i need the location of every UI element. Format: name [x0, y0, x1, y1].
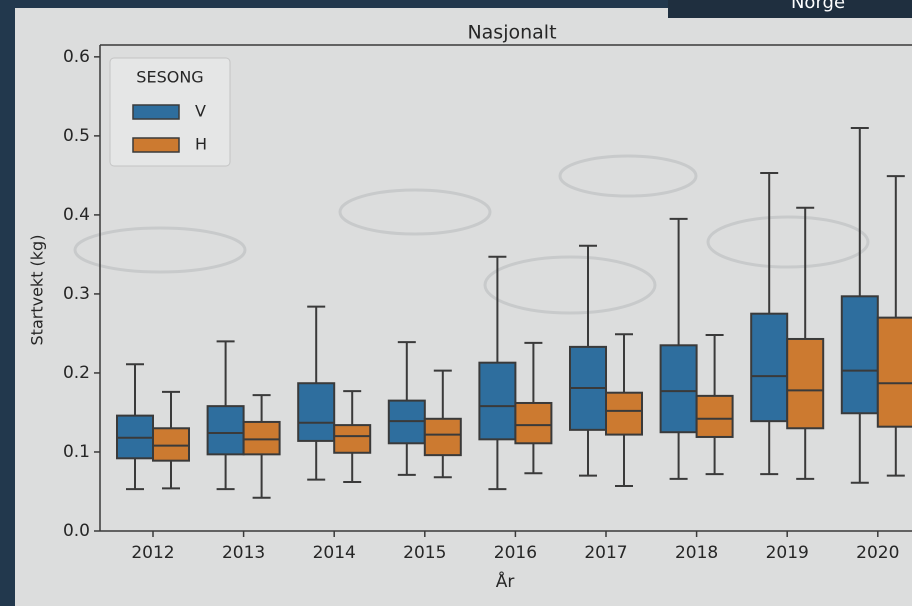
box	[242, 420, 281, 456]
box	[659, 344, 698, 434]
legend-title: SESONG	[136, 68, 203, 87]
box	[206, 405, 245, 456]
y-tick-label: 0.2	[63, 363, 90, 383]
y-tick-label: 0.6	[63, 47, 90, 67]
y-tick-label: 0.0	[63, 521, 90, 541]
background-decor	[483, 255, 657, 315]
x-tick-label: 2016	[494, 543, 537, 563]
background-decor	[73, 226, 247, 274]
y-tick-label: 0.4	[63, 205, 90, 225]
box	[333, 424, 372, 454]
box	[750, 312, 789, 423]
badge-box	[668, 0, 912, 18]
x-tick-label: 2014	[313, 543, 356, 563]
x-tick-label: 2015	[403, 543, 446, 563]
legend-swatch	[132, 137, 180, 153]
x-tick-label: 2018	[675, 543, 718, 563]
x-tick-label: 2020	[856, 543, 899, 563]
box	[423, 417, 462, 457]
box	[840, 295, 879, 415]
y-tick-label: 0.3	[63, 284, 90, 304]
box	[514, 401, 553, 445]
box	[297, 382, 336, 442]
box	[786, 337, 825, 430]
legend-label: H	[195, 135, 207, 154]
box	[152, 427, 190, 462]
legend-label: V	[195, 102, 206, 121]
badge-text: Norge	[791, 0, 845, 13]
x-axis-label: År	[496, 570, 515, 592]
legend-swatch	[132, 104, 180, 120]
y-tick-label: 0.1	[63, 442, 90, 462]
x-tick-label: 2019	[766, 543, 809, 563]
background-decor	[338, 188, 492, 236]
background-decor	[706, 215, 870, 269]
box	[876, 316, 912, 428]
x-tick-label: 2013	[222, 543, 265, 563]
background-decor	[558, 154, 698, 198]
x-tick-label: 2017	[584, 543, 627, 563]
box	[478, 361, 517, 441]
y-axis-label: Startvekt (kg)	[28, 235, 47, 346]
box	[605, 391, 643, 436]
y-tick-label: 0.5	[63, 126, 90, 146]
box	[695, 394, 734, 438]
chart-title: Nasjonalt	[467, 22, 556, 44]
x-tick-label: 2012	[131, 543, 174, 563]
